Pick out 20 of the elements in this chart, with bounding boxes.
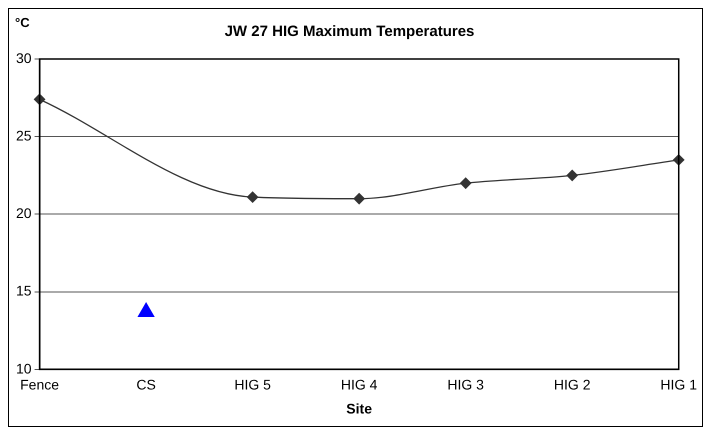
y-tick-label: 10 bbox=[16, 360, 32, 376]
x-tick-label: Fence bbox=[20, 376, 60, 393]
x-tick-label: HIG 5 bbox=[234, 376, 272, 393]
point bbox=[138, 302, 154, 317]
y-tick-label: 15 bbox=[16, 282, 32, 299]
point bbox=[566, 170, 578, 182]
x-tick-label: HIG 4 bbox=[340, 376, 378, 393]
x-tick-label: HIG 1 bbox=[660, 376, 698, 393]
y-tick-label: 25 bbox=[16, 127, 32, 144]
x-tick-label: HIG 3 bbox=[447, 376, 484, 393]
point bbox=[460, 178, 472, 189]
x-tick-label: CS bbox=[136, 376, 156, 393]
y-axis-title: °C bbox=[15, 15, 30, 30]
point bbox=[353, 193, 365, 204]
point bbox=[246, 191, 258, 203]
y-tick-label: 20 bbox=[16, 205, 32, 222]
y-tick-label: 30 bbox=[16, 50, 32, 66]
x-axis-title: Site bbox=[346, 400, 372, 416]
chart-title: JW 27 HIG Maximum Temperatures bbox=[224, 23, 474, 40]
x-tick-label: HIG 2 bbox=[554, 376, 591, 393]
